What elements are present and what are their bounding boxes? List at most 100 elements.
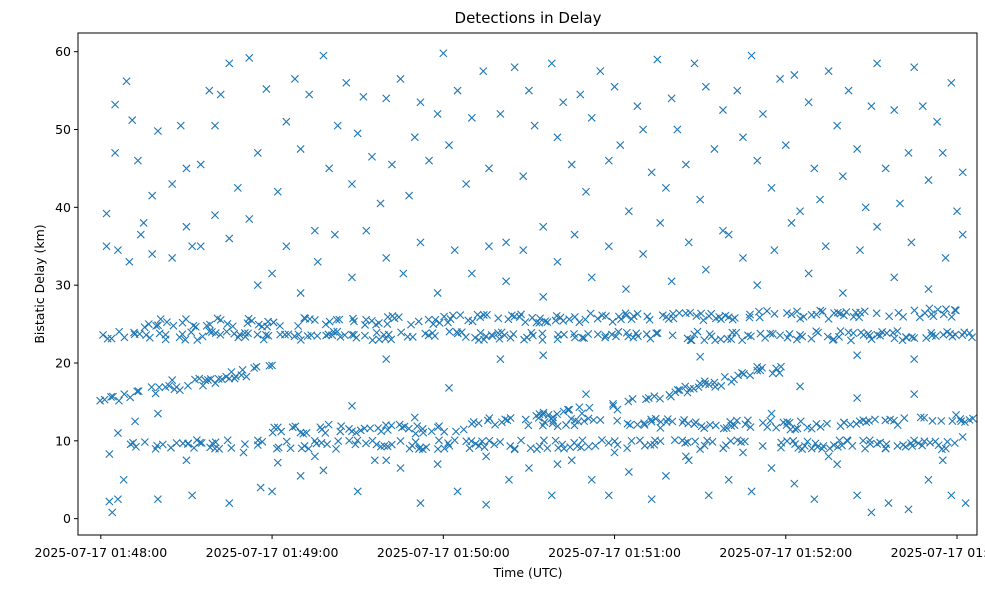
detection-marker	[404, 424, 413, 433]
detection-marker	[621, 285, 630, 294]
detection-marker	[819, 442, 828, 450]
detection-marker	[191, 322, 200, 331]
detection-marker	[530, 121, 539, 130]
detection-marker	[951, 330, 960, 339]
detection-marker	[313, 257, 322, 266]
detection-marker	[429, 320, 438, 329]
detection-marker	[596, 67, 605, 76]
detection-marker	[107, 392, 116, 401]
detection-marker	[366, 424, 375, 433]
detection-marker	[549, 413, 557, 422]
detection-marker	[918, 441, 927, 450]
detection-marker	[559, 316, 568, 325]
detection-marker	[640, 420, 649, 429]
detection-marker	[722, 424, 731, 433]
detection-marker	[738, 253, 747, 262]
detection-marker	[350, 317, 358, 326]
detection-marker	[440, 312, 449, 321]
detection-marker	[866, 439, 875, 448]
detection-marker	[353, 436, 362, 445]
detection-marker	[884, 499, 893, 508]
detection-marker	[495, 334, 504, 343]
y-tick-label: 0	[63, 511, 71, 526]
detection-marker	[443, 318, 452, 327]
detection-marker	[933, 117, 942, 126]
detection-marker	[394, 313, 403, 322]
detection-marker	[196, 242, 205, 251]
detection-marker	[133, 156, 142, 165]
detection-marker	[450, 436, 459, 445]
detection-marker	[726, 436, 735, 445]
detection-marker	[376, 199, 385, 208]
detection-marker	[259, 335, 268, 344]
detection-marker	[502, 277, 511, 286]
detection-marker	[663, 415, 672, 424]
detection-marker	[517, 436, 526, 445]
detection-marker	[675, 309, 684, 317]
detection-marker	[211, 121, 219, 130]
detection-marker	[321, 320, 330, 329]
detection-marker	[450, 246, 459, 255]
detection-marker	[668, 417, 677, 426]
detection-marker	[168, 376, 177, 385]
detection-marker	[610, 82, 619, 91]
detection-marker	[457, 328, 466, 337]
detection-marker	[656, 423, 665, 432]
detection-marker	[825, 444, 834, 453]
detection-marker	[313, 331, 322, 340]
detection-marker	[333, 121, 342, 130]
detection-marker	[282, 242, 291, 251]
detection-marker	[348, 314, 357, 323]
detection-marker	[120, 333, 129, 342]
detection-marker	[413, 422, 422, 431]
detection-marker	[719, 226, 727, 235]
detection-marker	[296, 144, 305, 153]
detection-marker	[126, 440, 135, 449]
detection-marker	[601, 331, 610, 340]
detection-marker	[140, 438, 149, 447]
detection-marker	[108, 392, 117, 401]
detection-marker	[440, 427, 449, 436]
detection-marker	[548, 419, 557, 428]
detection-marker	[161, 335, 170, 344]
detection-marker	[885, 312, 894, 321]
detection-marker	[534, 413, 543, 422]
x-axis: 2025-07-17 01:48:00 2025-07-17 01:49:00 20…	[34, 535, 985, 560]
detection-marker	[938, 148, 947, 157]
detection-marker	[810, 164, 819, 173]
detection-marker	[547, 491, 556, 500]
detection-marker	[580, 417, 589, 426]
detection-marker	[264, 331, 273, 340]
detection-marker	[368, 336, 377, 345]
detection-marker	[661, 471, 670, 480]
detection-marker	[596, 415, 605, 424]
detection-marker	[517, 310, 526, 319]
detection-marker	[188, 491, 197, 500]
detection-marker	[319, 51, 328, 60]
detection-marker	[601, 333, 610, 342]
detection-marker	[506, 414, 515, 423]
detection-marker	[585, 403, 594, 412]
detection-marker	[510, 444, 519, 453]
detection-marker	[372, 440, 381, 449]
detection-marker	[225, 374, 234, 383]
detection-marker	[193, 336, 202, 344]
detection-marker	[103, 334, 112, 343]
detection-marker	[684, 238, 693, 247]
detection-marker	[589, 416, 598, 425]
detection-marker	[382, 456, 391, 465]
detection-marker	[549, 416, 558, 425]
detection-marker	[766, 416, 775, 425]
detection-marker	[639, 250, 648, 259]
detection-marker	[701, 82, 710, 91]
detection-marker	[691, 418, 700, 427]
detection-marker	[683, 438, 692, 447]
detection-marker	[651, 414, 660, 423]
detection-marker	[776, 74, 785, 83]
detection-marker	[910, 333, 919, 342]
detection-marker	[211, 444, 219, 453]
detection-marker	[800, 441, 809, 450]
detection-marker	[796, 417, 805, 426]
detection-marker	[245, 53, 254, 62]
